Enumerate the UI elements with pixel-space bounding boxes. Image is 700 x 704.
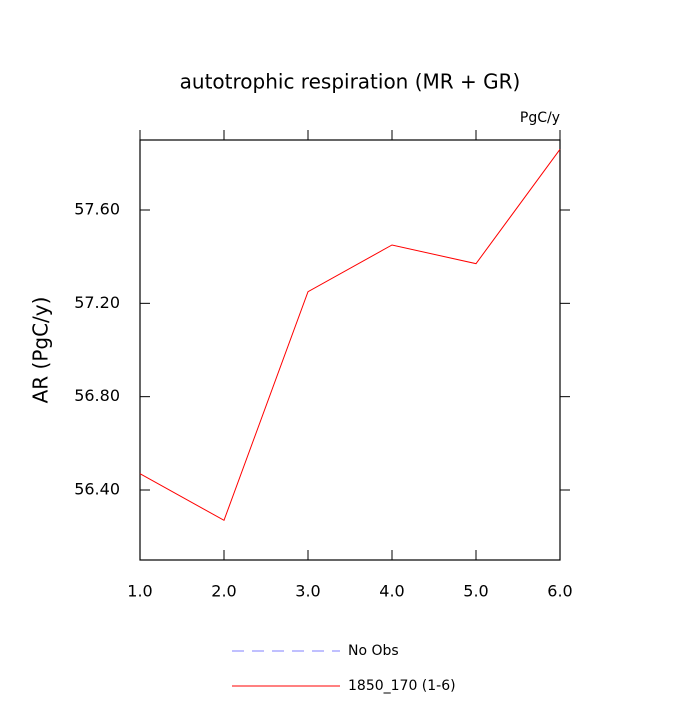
y-tick-label: 57.20 (74, 293, 120, 312)
legend-label: 1850_170 (1-6) (348, 678, 456, 694)
x-tick-label: 4.0 (379, 582, 404, 601)
series-line (139, 149, 561, 522)
y-tick-label: 57.60 (74, 200, 120, 219)
x-tick-label: 1.0 (127, 582, 152, 601)
y-tick-label: 56.40 (74, 480, 120, 499)
x-tick-label: 3.0 (295, 582, 320, 601)
x-tick-label: 6.0 (547, 582, 572, 601)
legend-label: No Obs (348, 643, 399, 659)
x-tick-label: 5.0 (463, 582, 488, 601)
y-axis-label: AR (PgC/y) (29, 297, 53, 404)
x-tick-label: 2.0 (211, 582, 236, 601)
y-tick-label: 56.80 (74, 386, 120, 405)
chart-subtitle: PgC/y (520, 110, 560, 126)
plot-frame (139, 139, 561, 561)
chart-title: autotrophic respiration (MR + GR) (180, 70, 521, 94)
